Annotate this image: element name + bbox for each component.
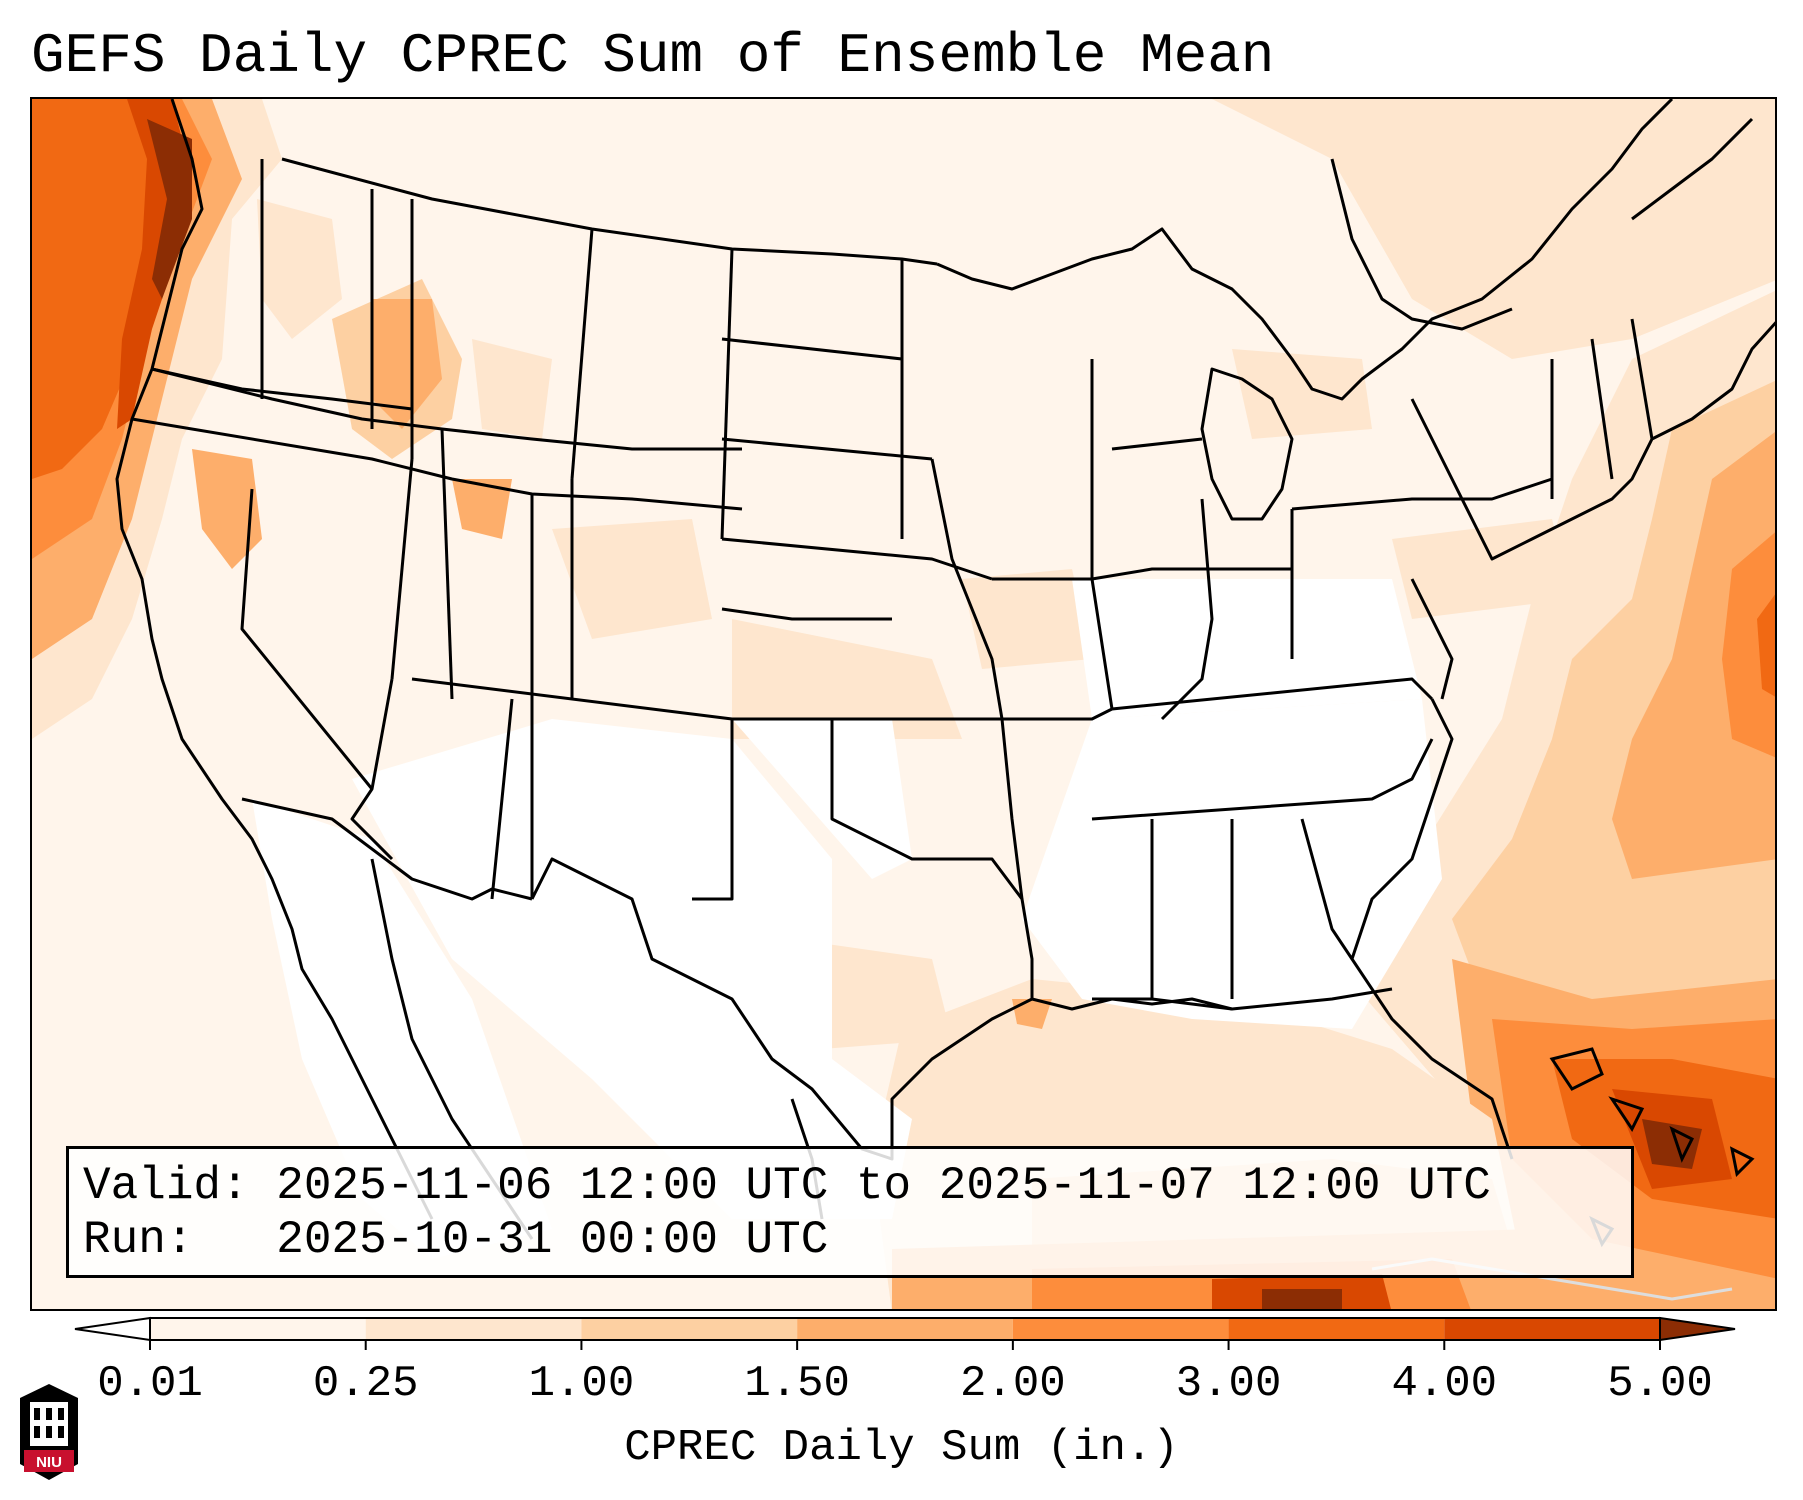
precip-map — [32, 99, 1775, 1309]
precip-shading — [32, 99, 1775, 1309]
colorbar-tick-label: 3.00 — [1175, 1359, 1282, 1409]
niu-building-icon: NIU — [20, 1384, 78, 1480]
colorbar-tick-label: 5.00 — [1607, 1359, 1713, 1409]
colorbar-outline — [149, 1317, 1661, 1341]
colorbar-extend-low — [74, 1316, 151, 1342]
colorbar-segment — [1012, 1318, 1229, 1340]
colorbar-tick-label: 1.50 — [744, 1359, 850, 1409]
colorbar-tick-label: 1.00 — [528, 1359, 635, 1409]
colorbar-tick-label: 0.01 — [97, 1359, 203, 1409]
colorbar-tick-label: 0.25 — [312, 1359, 419, 1409]
colorbar-extend-high — [1659, 1316, 1736, 1342]
colorbar — [74, 1316, 1736, 1350]
valid-label: Valid: — [83, 1160, 249, 1212]
colorbar-segment — [797, 1318, 1013, 1340]
map-panel — [30, 97, 1777, 1311]
colorbar-segment — [581, 1318, 798, 1340]
niu-logo-text: NIU — [36, 1454, 62, 1471]
state-borders — [115, 99, 1775, 1301]
colorbar-tick-label: 2.00 — [960, 1359, 1066, 1409]
colorbar-segment — [1444, 1318, 1660, 1340]
colorbar-segment — [150, 1318, 366, 1340]
map-title: GEFS Daily CPREC Sum of Ensemble Mean — [31, 24, 1275, 88]
valid-run-info: Valid: 2025-11-06 12:00 UTC to 2025-11-0… — [66, 1146, 1634, 1278]
colorbar-tick-label: 4.00 — [1391, 1359, 1498, 1409]
colorbar-segment — [1228, 1318, 1445, 1340]
colorbar-label: CPREC Daily Sum (in.) — [624, 1423, 1179, 1473]
valid-time: 2025-11-06 12:00 UTC to 2025-11-07 12:00… — [276, 1160, 1491, 1212]
run-label: Run: — [83, 1214, 194, 1266]
colorbar-segment — [365, 1318, 582, 1340]
run-time: 2025-10-31 00:00 UTC — [276, 1214, 829, 1266]
